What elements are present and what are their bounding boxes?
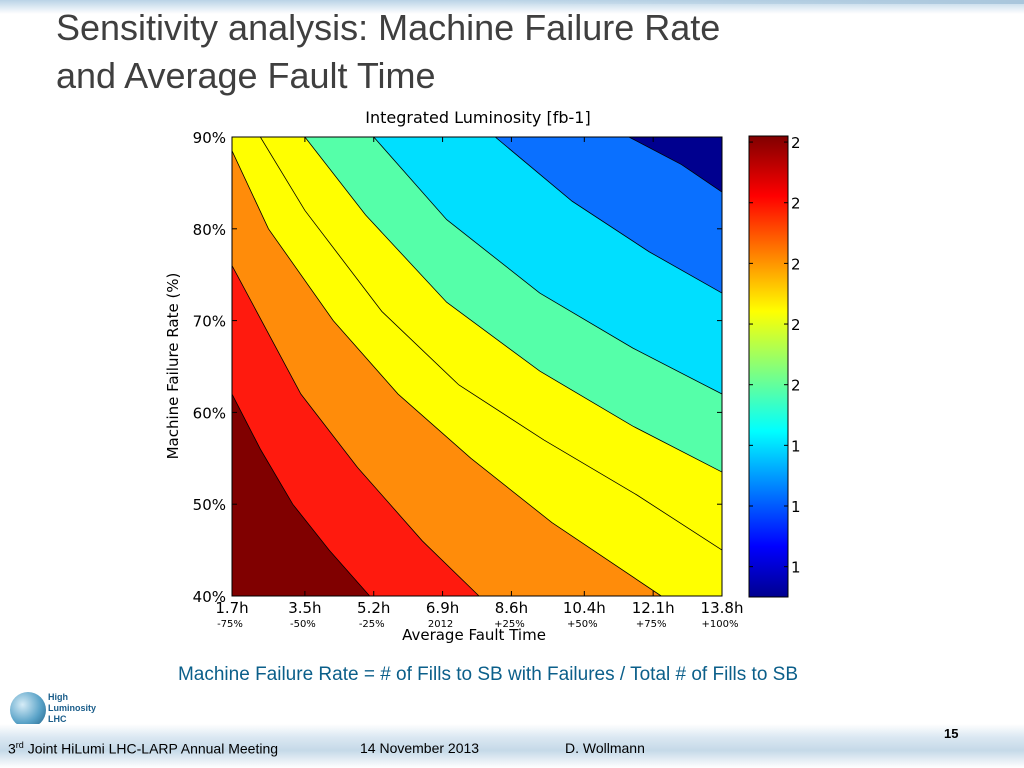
axes: 40% 50% 60% 70% 80% 90% 1.7h -75% 3.5h -50% 5.2h -2… bbox=[193, 129, 744, 630]
chart-title: Integrated Luminosity [fb-1] bbox=[365, 108, 590, 127]
y-tick-label: 40% bbox=[193, 588, 226, 606]
meeting-ordinal-suffix: rd bbox=[15, 740, 24, 750]
colorbar-tick-label: 180 bbox=[791, 437, 800, 455]
x-tick-label: 13.8h bbox=[701, 599, 744, 617]
contour-line bbox=[231, 265, 480, 597]
colorbar-tick-label: 220 bbox=[791, 316, 800, 334]
x-tick-label: 8.6h bbox=[495, 599, 528, 617]
x-tick-label: 5.2h bbox=[357, 599, 390, 617]
logo-text: High Luminosity LHC bbox=[48, 692, 96, 725]
contour-line bbox=[628, 136, 723, 193]
logo-line1: High bbox=[48, 692, 68, 702]
x-tick-relative-label: +25% bbox=[494, 619, 525, 630]
x-tick-label: 10.4h bbox=[563, 599, 606, 617]
contour-line bbox=[373, 136, 723, 395]
y-tick-label: 70% bbox=[193, 313, 226, 331]
colorbar-tick-label: 140 bbox=[791, 559, 800, 577]
y-tick-label: 80% bbox=[193, 221, 226, 239]
y-tick-label: 60% bbox=[193, 404, 226, 422]
colorbar-tick-label: 160 bbox=[791, 498, 800, 516]
meeting-name: Joint HiLumi LHC-LARP Annual Meeting bbox=[23, 740, 279, 757]
slide-title-line1: Sensitivity analysis: Machine Failure Ra… bbox=[56, 7, 721, 48]
slide-caption: Machine Failure Rate = # of Fills to SB … bbox=[177, 664, 799, 685]
y-axis-label: Machine Failure Rate (%) bbox=[164, 273, 182, 460]
x-tick-relative-label: +75% bbox=[636, 619, 667, 630]
footer-author: D. Wollmann bbox=[565, 740, 645, 756]
x-tick-relative-label: -50% bbox=[290, 619, 316, 630]
footer-meeting: 3rd Joint HiLumi LHC-LARP Annual Meeting bbox=[8, 740, 278, 757]
contour-line bbox=[231, 393, 370, 597]
contour-line bbox=[494, 136, 723, 294]
meeting-ordinal: 3 bbox=[8, 740, 16, 757]
logo-line2: Luminosity bbox=[48, 703, 97, 713]
footer-date: 14 November 2013 bbox=[360, 740, 480, 756]
contour-line bbox=[232, 136, 723, 551]
slide-title: Sensitivity analysis: Machine Failure Ra… bbox=[56, 4, 956, 100]
x-tick-label: 12.1h bbox=[632, 599, 675, 617]
colorbar-tick-label: 260 bbox=[791, 195, 800, 213]
x-tick-relative-label: -25% bbox=[359, 619, 385, 630]
x-tick-label: 1.7h bbox=[215, 599, 248, 617]
contour-region bbox=[232, 394, 370, 596]
contour-line bbox=[304, 136, 723, 473]
slide-title-line2: and Average Fault Time bbox=[56, 55, 436, 96]
contour-chart: Integrated Luminosity [fb-1] 40% 50% 60% 70… bbox=[164, 108, 800, 644]
top-decor-line bbox=[504, 0, 1024, 4]
logo-emblem-icon bbox=[10, 692, 46, 728]
page-number: 15 bbox=[944, 726, 959, 741]
x-axis-label: Average Fault Time bbox=[402, 626, 546, 644]
y-tick-label: 50% bbox=[193, 496, 226, 514]
y-tick-label: 90% bbox=[193, 129, 226, 147]
bottom-decor-band bbox=[0, 724, 1024, 768]
plot-frame bbox=[231, 136, 723, 597]
logo-line3: LHC bbox=[48, 714, 67, 724]
colorbar-tick-label: 280 bbox=[791, 134, 800, 152]
x-tick-relative-label: 2012 bbox=[428, 619, 453, 630]
x-tick-relative-label: +50% bbox=[567, 619, 598, 630]
x-tick-relative-label: +100% bbox=[702, 619, 739, 630]
x-tick-relative-label: -75% bbox=[217, 619, 243, 630]
contour-line bbox=[231, 150, 662, 597]
x-tick-label: 3.5h bbox=[288, 599, 321, 617]
colorbar-tick-label: 200 bbox=[791, 377, 800, 395]
colorbar: 140 160 180 200 220 240 260 280 bbox=[748, 134, 800, 598]
hilumi-logo: High Luminosity LHC bbox=[8, 688, 108, 732]
plot-area bbox=[231, 136, 723, 597]
x-tick-label: 6.9h bbox=[426, 599, 459, 617]
colorbar-tick-label: 240 bbox=[791, 255, 800, 273]
colorbar-gradient bbox=[748, 135, 789, 598]
